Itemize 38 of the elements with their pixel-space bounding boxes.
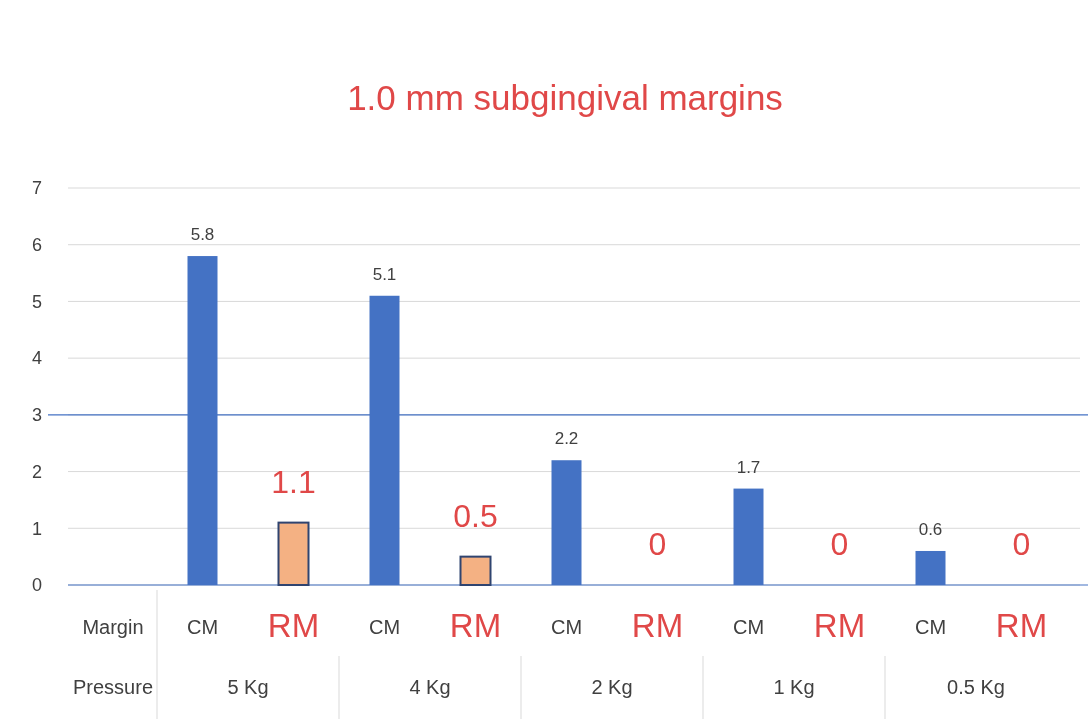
y-tick-label: 2 — [31, 461, 42, 482]
y-tick-label: 7 — [31, 178, 42, 199]
data-label: 0.5 — [453, 497, 498, 534]
data-label: 5.1 — [372, 264, 397, 284]
y-tick-label: 6 — [31, 235, 42, 256]
x-tick-label: CM — [732, 616, 765, 638]
data-label: 0 — [830, 526, 849, 562]
x-tick-label: RM — [449, 607, 502, 644]
y-tick-label: 0 — [31, 575, 42, 596]
x-tick-label: RM — [631, 607, 684, 644]
text: 4 Kg — [409, 676, 451, 698]
x-tick-label: RM — [813, 607, 866, 644]
text: Pressure — [72, 676, 154, 698]
data-label: 0 — [1012, 526, 1031, 562]
text: 1 Kg — [773, 676, 815, 698]
data-label: 5.8 — [190, 225, 215, 245]
data-label: 1.7 — [736, 457, 761, 477]
x-tick-label: CM — [914, 616, 947, 638]
bar — [459, 555, 492, 586]
y-tick-label: 5 — [31, 291, 42, 312]
x-tick-label: RM — [995, 607, 1048, 644]
bar — [277, 521, 310, 586]
data-label: 2.2 — [554, 429, 579, 449]
data-label: 0 — [648, 526, 667, 562]
data-label: 1.1 — [271, 463, 316, 500]
text: 5 Kg — [227, 676, 269, 698]
text: 2 Kg — [591, 676, 633, 698]
x-tick-label: RM — [267, 607, 320, 644]
y-tick-label: 3 — [31, 405, 42, 426]
x-tick-label: CM — [186, 616, 219, 638]
chart-title: 1.0 mm subgingival margins — [347, 78, 783, 117]
x-tick-label: CM — [368, 616, 401, 638]
y-tick-label: 1 — [31, 518, 42, 539]
data-label: 0.6 — [918, 519, 943, 539]
y-tick-label: 4 — [31, 348, 42, 369]
text: Margin — [82, 616, 144, 638]
text: 0.5 Kg — [947, 676, 1005, 698]
x-tick-label: CM — [550, 616, 583, 638]
